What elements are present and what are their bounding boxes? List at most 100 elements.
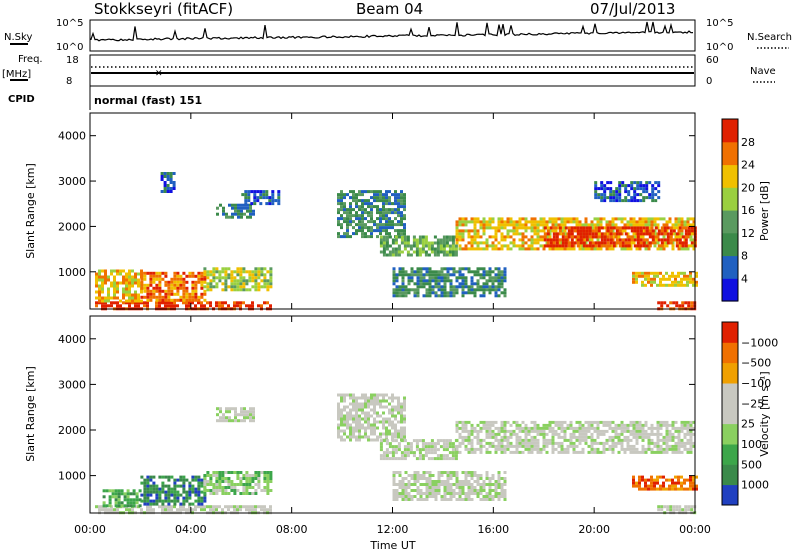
velocity-echo-cell [132,498,136,502]
velocity-echo-cell [395,483,399,486]
velocity-echo-cell [376,420,379,424]
power-echo-cell [630,238,634,242]
power-echo-cell [431,291,435,295]
power-echo-cell [419,276,423,280]
velocity-echo-cell [263,480,267,483]
power-echo-cell [367,226,370,230]
velocity-echo-cell [246,416,249,420]
velocity-echo-cell [343,429,346,433]
velocity-echo-cell [400,420,403,424]
power-echo-cell [355,223,358,227]
power-echo-cell [349,235,352,239]
power-echo-cell [253,202,257,206]
velocity-echo-cell [470,483,474,486]
power-echo-cell [197,295,201,299]
velocity-echo-cell [593,429,597,433]
velocity-echo-cell [179,478,183,482]
velocity-echo-cell [647,447,651,451]
velocity-echo-cell [605,423,609,427]
velocity-echo-cell [161,502,165,506]
power-echo-cell [242,276,246,280]
power-echo-cell [530,217,534,221]
velocity-echo-cell [398,492,402,495]
power-echo-cell [609,190,613,194]
power-echo-cell [185,292,189,296]
power-echo-cell [140,286,144,290]
velocity-echo-cell [494,447,498,451]
velocity-echo-cell [542,435,546,439]
velocity-echo-cell [129,492,133,496]
power-echo-cell [512,241,516,245]
velocity-echo-cell [397,396,400,400]
velocity-echo-cell [551,420,555,424]
power-echo-cell [677,280,680,284]
velocity-echo-cell [467,483,471,486]
power-echo-cell [656,247,660,251]
power-echo-cell [403,196,406,200]
velocity-echo-cell [662,438,666,442]
power-echo-cell [401,279,405,283]
power-echo-cell [182,292,186,296]
velocity-echo-cell [581,435,585,439]
velocity-echo-cell [686,450,690,454]
power-echo-cell [665,223,669,227]
velocity-echo-cell [403,435,406,439]
velocity-echo-cell [355,408,358,412]
power-echo-cell [253,196,257,200]
velocity-echo-cell [563,432,567,436]
velocity-echo-cell [392,474,396,477]
velocity-echo-cell [485,477,489,480]
velocity-echo-cell [155,499,159,503]
velocity-echo-cell [407,486,411,489]
velocity-echo-cell [234,413,237,417]
velocity-echo-cell [385,454,389,458]
power-echo-cell [176,298,180,302]
power-echo-cell [608,223,612,227]
power-echo-cell [476,244,480,248]
power-echo-cell [401,288,405,292]
power-echo-cell [662,241,666,245]
velocity-echo-cell [629,438,633,442]
velocity-echo-cell [536,423,540,427]
velocity-echo-cell [671,478,674,482]
power-echo-cell [467,267,471,271]
velocity-echo-cell [449,477,453,480]
power-echo-cell [591,232,595,236]
velocity-echo-cell [355,420,358,424]
velocity-echo-cell [497,432,501,436]
power-echo-cell [600,241,604,245]
power-echo-cell [497,294,501,298]
velocity-echo-cell [400,457,404,461]
velocity-echo-cell [367,411,370,415]
power-echo-cell [446,276,450,280]
velocity-echo-cell [215,471,219,474]
power-echo-cell [172,172,176,175]
velocity-echo-cell [212,505,215,509]
power-echo-cell [506,235,510,239]
power-echo-cell [425,270,429,274]
power-echo-cell [122,281,125,285]
power-echo-cell [437,279,441,283]
power-echo-cell [536,223,540,227]
velocity-echo-cell [337,393,340,397]
power-echo-cell [641,217,645,221]
velocity-echo-cell [479,492,483,495]
power-echo-cell [614,244,618,248]
power-echo-cell [200,280,204,284]
velocity-echo-cell [515,444,519,448]
velocity-echo-cell [395,492,399,495]
velocity-echo-cell [644,450,648,454]
power-echo-cell [246,203,249,207]
velocity-echo-cell [228,407,231,411]
power-echo-cell [593,223,597,227]
power-echo-cell [687,301,691,305]
power-echo-cell [654,181,658,185]
velocity-echo-cell [494,495,498,498]
velocity-echo-cell [421,454,425,458]
power-echo-cell [346,223,349,227]
velocity-echo-cell [227,486,231,489]
velocity-echo-cell [623,426,627,430]
power-echo-cell [611,223,615,227]
power-echo-cell [394,235,398,239]
velocity-echo-cell [443,483,447,486]
